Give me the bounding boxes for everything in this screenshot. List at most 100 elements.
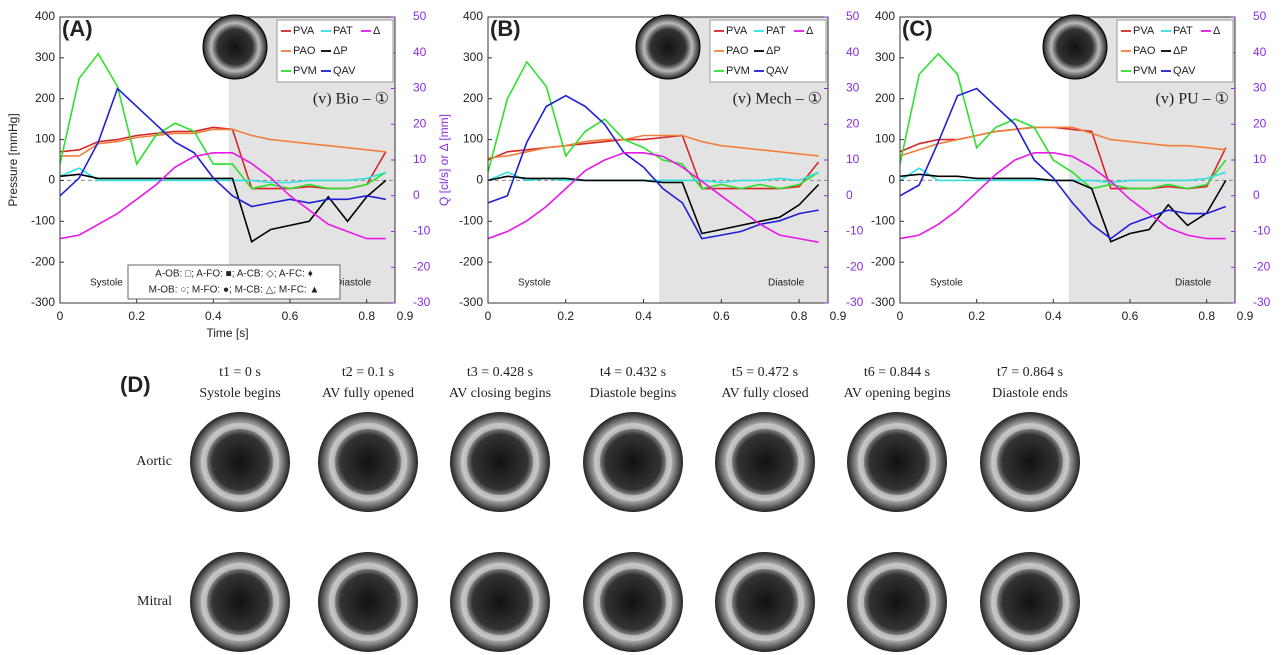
panel-label: (D) — [120, 372, 151, 397]
y-tick-label: -100 — [871, 213, 895, 227]
frame-time: t4 = 0.432 s — [600, 365, 666, 380]
y-tick-label: 400 — [463, 9, 483, 23]
y2-tick-label: 0 — [413, 188, 420, 202]
diastole-label: Diastole — [1175, 278, 1212, 289]
valve-ring — [858, 423, 936, 501]
y2-tick-label: -10 — [413, 224, 431, 238]
y-tick-label: 200 — [463, 91, 483, 105]
legend-label: QAV — [766, 65, 789, 77]
y-tick-label: 0 — [476, 173, 483, 187]
y-tick-label: -300 — [871, 295, 895, 309]
y-tick-label: 200 — [875, 91, 895, 105]
y2-tick-label: -10 — [846, 224, 864, 238]
frame-time: t3 = 0.428 s — [467, 365, 533, 380]
frame-event: Diastole begins — [590, 386, 677, 401]
y-tick-label: 300 — [875, 50, 895, 64]
y2-tick-label: -30 — [846, 295, 864, 309]
legend-label: PVM — [1133, 65, 1157, 77]
series-line — [60, 167, 387, 184]
frame-event: Systole begins — [199, 386, 280, 401]
series-line — [60, 128, 386, 157]
series-line — [900, 173, 1227, 243]
series-line — [488, 175, 820, 235]
valve-label: (v) PU – ① — [1156, 91, 1229, 108]
y-tick-label: 100 — [875, 132, 895, 146]
x-tick-label: 0.8 — [1198, 309, 1215, 323]
legend-box — [276, 19, 394, 83]
row-label: Mitral — [137, 594, 172, 609]
x-tick-label: 0.4 — [635, 309, 652, 323]
y-tick-label: 100 — [35, 132, 55, 146]
y-tick-label: 400 — [875, 9, 895, 23]
valve-label: (v) Mech – ① — [733, 91, 822, 108]
valve-ring — [461, 423, 539, 501]
x-axis-label: Time [s] — [206, 326, 248, 340]
legend-label: QAV — [333, 65, 356, 77]
y2-tick-label: 10 — [1253, 152, 1267, 166]
legend-label: PVM — [293, 65, 317, 77]
systole-label: Systole — [930, 278, 963, 289]
valve-ring — [329, 563, 407, 641]
systole-label: Systole — [90, 278, 123, 289]
y2-tick-label: 30 — [413, 81, 427, 95]
x-tick-label: 0.6 — [713, 309, 730, 323]
y-tick-label: -300 — [31, 295, 55, 309]
panel-label: (B) — [490, 16, 521, 41]
y2-tick-label: 20 — [1253, 116, 1267, 130]
valve-ring — [329, 423, 407, 501]
y2-tick-label: 20 — [846, 116, 860, 130]
panel-label: (A) — [62, 16, 93, 41]
y2-tick-label: 0 — [1253, 188, 1260, 202]
legend-label: PVA — [726, 25, 748, 37]
x-tick-label: 0.2 — [968, 309, 985, 323]
x-tick-label: 0 — [897, 309, 904, 323]
y-tick-label: -100 — [459, 213, 483, 227]
panel-label: (C) — [902, 16, 933, 41]
valve-thumbnail — [635, 14, 701, 80]
x-tick-label: 0.6 — [1122, 309, 1139, 323]
y-tick-label: -200 — [871, 254, 895, 268]
y-tick-label: 0 — [888, 173, 895, 187]
frame-event: Diastole ends — [992, 386, 1068, 401]
frame-event: AV fully opened — [322, 386, 414, 401]
legend-label: Δ — [1213, 25, 1221, 37]
legend-label: Δ — [373, 25, 381, 37]
y-tick-label: 200 — [35, 91, 55, 105]
y-tick-label: 300 — [35, 50, 55, 64]
y2-tick-label: 30 — [1253, 81, 1267, 95]
y2-tick-label: 40 — [413, 45, 427, 59]
legend-label: PVA — [1133, 25, 1155, 37]
y2-tick-label: -30 — [413, 295, 431, 309]
y2-tick-label: 30 — [846, 81, 860, 95]
annotation-text: M-OB: ○; M-FO: ●; M-CB: △; M-FC: ▲ — [149, 285, 320, 296]
series-line — [488, 134, 819, 159]
legend-label: ΔP — [766, 45, 781, 57]
series-line — [60, 152, 386, 240]
legend-label: PAT — [1173, 25, 1193, 37]
y2-tick-label: 10 — [413, 152, 427, 166]
systole-label: Systole — [518, 278, 551, 289]
y2-tick-label: 50 — [1253, 9, 1267, 23]
series-line — [900, 52, 1227, 190]
diastole-label: Diastole — [335, 278, 372, 289]
x-tick-label: 0.4 — [1045, 309, 1062, 323]
legend-label: PAT — [766, 25, 786, 37]
valve-ring — [726, 563, 804, 641]
series-line — [900, 152, 1226, 240]
frame-event: AV opening begins — [844, 386, 951, 401]
valve-thumbnail — [1042, 14, 1108, 80]
y-tick-label: 100 — [463, 132, 483, 146]
x-tick-label: 0.6 — [282, 309, 299, 323]
x-tick-label: 0.8 — [791, 309, 808, 323]
legend-label: Δ — [806, 25, 814, 37]
y-tick-label: 300 — [463, 50, 483, 64]
valve-ring — [991, 563, 1069, 641]
legend-box — [1116, 19, 1234, 83]
series-line — [60, 52, 387, 190]
annotation-box — [127, 264, 341, 300]
valve-thumbnail — [202, 14, 268, 80]
frame-event: AV closing begins — [449, 386, 551, 401]
series-line — [488, 152, 819, 243]
y2-tick-label: 50 — [413, 9, 427, 23]
legend-label: PVA — [293, 25, 315, 37]
